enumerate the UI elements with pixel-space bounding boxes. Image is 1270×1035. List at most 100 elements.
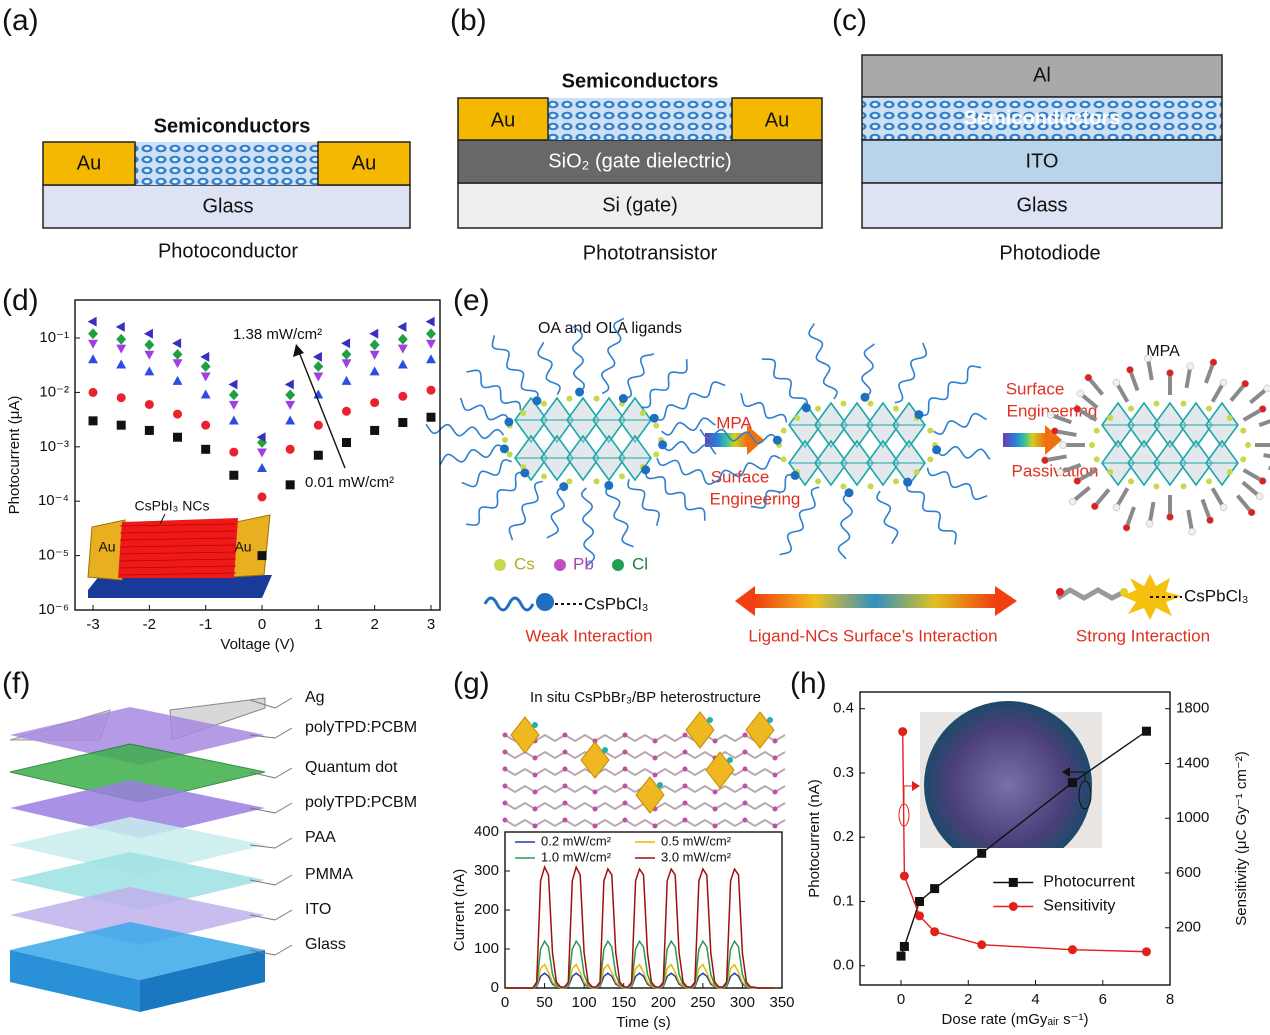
atom (780, 456, 787, 463)
marker (228, 415, 239, 425)
arrow-body (1003, 433, 1045, 447)
legend-dot (554, 559, 566, 571)
legend-label: Photocurrent (1043, 874, 1135, 891)
atom (867, 400, 874, 407)
layer-label: ITO (1026, 150, 1059, 172)
marker (370, 425, 380, 435)
x-axis-label: Time (s) (616, 1014, 670, 1031)
ligand-head (536, 593, 554, 611)
label: Ligand-NCs Surface’s Interaction (748, 626, 997, 645)
y-axis-label: Photocurrent (nA) (806, 779, 823, 897)
inset-electrode-label: Au (98, 539, 115, 555)
marker (88, 354, 98, 364)
y-tick-label: 0.2 (833, 828, 854, 845)
atom (1046, 411, 1055, 419)
atom (1247, 508, 1256, 517)
ligand-head (932, 445, 942, 455)
atom (532, 806, 538, 812)
atom (927, 427, 934, 434)
annotation: 0.01 mW/cm² (305, 474, 394, 491)
x-tick-label: 300 (730, 994, 755, 1011)
ito-layer (861, 139, 1223, 184)
atom (1219, 503, 1228, 512)
marker (1008, 877, 1018, 887)
ligand-wave (837, 492, 853, 560)
x-tick-label: 8 (1166, 991, 1174, 1008)
ligand-wave (894, 342, 928, 404)
y2-tick-label: 1000 (1176, 809, 1209, 826)
series-line (505, 963, 775, 989)
leader-line (249, 699, 276, 709)
label: MPA (716, 413, 752, 432)
atom (772, 755, 778, 761)
atom (1073, 477, 1082, 485)
atom (622, 766, 628, 772)
marker (369, 328, 379, 339)
layer (10, 887, 265, 945)
atom (1091, 502, 1099, 511)
ligand-wave (644, 469, 706, 521)
atom (780, 427, 787, 434)
ligand-head (860, 392, 870, 402)
inset-wafer (924, 701, 1092, 869)
atom (532, 755, 538, 761)
atom (502, 800, 508, 806)
atom (682, 817, 688, 823)
inset-label: CsPbI₃ NCs (135, 498, 210, 514)
y-tick-label: 10⁻² (39, 383, 69, 400)
x-tick-label: 4 (1031, 991, 1039, 1008)
marker (426, 412, 436, 422)
atom (532, 789, 538, 795)
atom (712, 789, 718, 795)
ligand-wave (861, 343, 875, 398)
layer-label: Glass (202, 195, 253, 217)
electrode (457, 97, 549, 141)
marker (257, 551, 267, 561)
layer (10, 817, 265, 875)
leader-line (249, 914, 276, 921)
atom (772, 738, 778, 744)
marker (172, 375, 183, 385)
atom (707, 717, 713, 723)
marker (1008, 901, 1018, 911)
plot-frame (74, 299, 441, 611)
layer-label: Al (1033, 64, 1051, 86)
atom (1120, 588, 1128, 596)
marker (144, 339, 155, 351)
marker (426, 354, 436, 364)
marker (285, 415, 296, 425)
ligand-wave (656, 457, 720, 486)
marker (313, 361, 324, 372)
layer-label: Ag (305, 689, 325, 706)
atom (652, 823, 658, 829)
label: Weak Interaction (525, 626, 652, 645)
glass-layer (42, 184, 411, 229)
atom (622, 749, 628, 755)
series-line (505, 939, 775, 989)
legend-label: Cl (632, 554, 648, 573)
ligand-wave (661, 417, 716, 436)
label: MPA (1146, 343, 1180, 360)
marker (398, 391, 408, 401)
marker (201, 444, 211, 454)
marker (285, 400, 296, 410)
ligand-wave (546, 485, 566, 539)
x-tick-label: -2 (143, 616, 156, 633)
label: Strong Interaction (1076, 626, 1210, 645)
ligand-head (499, 444, 509, 454)
x-tick-label: 2 (370, 616, 378, 633)
arrow-body (705, 433, 747, 447)
marker (898, 727, 908, 737)
marker (369, 339, 380, 351)
marker (397, 333, 408, 345)
legend-dot (612, 559, 624, 571)
marker (1141, 947, 1151, 957)
marker (341, 438, 351, 448)
marker (173, 432, 183, 442)
inset-channel-line (119, 530, 237, 534)
inset-pointer (159, 513, 166, 525)
inset-channel-line (119, 565, 237, 569)
marker (88, 387, 98, 397)
chart-title: In situ CsPbBr₃/BP heterostructure (530, 689, 761, 706)
